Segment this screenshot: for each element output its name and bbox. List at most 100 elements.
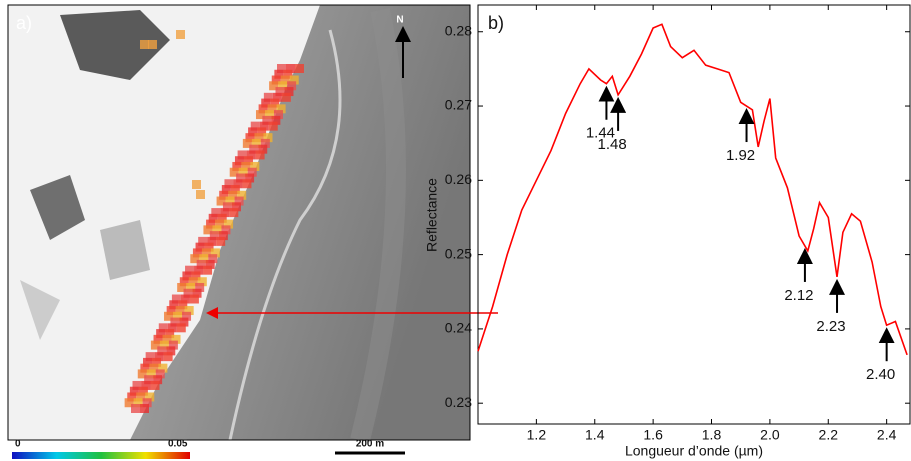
anomaly-pixel xyxy=(124,398,134,408)
north-label: N xyxy=(396,15,403,26)
anomaly-pixel xyxy=(273,110,283,120)
anomaly-pixel xyxy=(153,375,163,385)
anomaly-pixel xyxy=(221,185,231,195)
anomaly-pixel xyxy=(257,127,267,137)
anomaly-pixel xyxy=(262,115,272,125)
anomaly-pixel xyxy=(155,369,165,379)
anomaly-pixel xyxy=(224,179,234,189)
panel-label: b) xyxy=(488,13,504,33)
anomaly-pixel xyxy=(150,380,160,390)
anomaly-pixel xyxy=(258,104,268,114)
anomaly-pixel xyxy=(201,248,211,258)
anomaly-pixel xyxy=(219,190,229,200)
x-tick-label: 2.0 xyxy=(760,427,780,443)
anomaly-pixel xyxy=(259,121,269,131)
anomaly-pixel xyxy=(167,323,177,333)
anomaly-pixel xyxy=(180,294,190,304)
anomaly-pixel xyxy=(166,306,176,316)
anomaly-pixel xyxy=(263,92,273,102)
anomaly-pixel xyxy=(270,98,280,108)
anomaly-pixel xyxy=(250,121,260,131)
anomaly-pixel xyxy=(144,375,154,385)
colorbar-max: 0.05 xyxy=(168,439,188,450)
anomaly-pixel xyxy=(215,219,225,229)
annotation-label: 2.23 xyxy=(816,318,845,335)
anomaly-pixel xyxy=(165,329,175,339)
anomaly-pixel xyxy=(190,254,200,264)
anomaly-pixel xyxy=(245,133,255,143)
annotation-label: 2.12 xyxy=(784,287,813,304)
anomaly-pixel xyxy=(280,75,290,85)
anomaly-pixel xyxy=(132,380,142,390)
colorbar xyxy=(12,452,190,459)
anomaly-pixel xyxy=(268,121,278,131)
anomaly-pixel xyxy=(277,64,286,73)
anomaly-pixel xyxy=(212,225,222,235)
anomaly-pixel xyxy=(173,311,183,321)
anomaly-pixel xyxy=(261,98,271,108)
anomaly-pixel xyxy=(194,265,204,275)
anomaly-pixel xyxy=(295,64,304,73)
y-tick-label: 0.23 xyxy=(445,394,472,410)
anomaly-pixel xyxy=(251,138,261,148)
anomaly-pixel xyxy=(255,110,265,120)
anomaly-pixel xyxy=(255,150,265,160)
anomaly-pixel xyxy=(205,259,215,269)
anomaly-pixel xyxy=(195,282,205,292)
anomaly-pixel xyxy=(237,190,247,200)
anomaly-pixel xyxy=(245,173,255,183)
anomaly-pixel xyxy=(189,294,199,304)
anomaly-pixel xyxy=(289,75,299,85)
anomaly-pixel xyxy=(166,346,176,356)
anomaly-pixel xyxy=(241,161,251,171)
x-tick-label: 2.2 xyxy=(819,427,839,443)
anomaly-pixel xyxy=(231,202,241,212)
anomaly-pixel xyxy=(195,242,205,252)
colorbar-min: 0 xyxy=(15,439,21,450)
y-tick-label: 0.28 xyxy=(445,22,472,38)
y-axis-label: Reflectance xyxy=(424,178,440,252)
anomaly-pixel xyxy=(242,179,252,189)
anomaly-pixel xyxy=(138,386,148,396)
anomaly-pixel xyxy=(275,87,285,97)
anomaly-pixel xyxy=(168,340,178,350)
anomaly-pixel xyxy=(207,236,217,246)
plot-frame xyxy=(477,4,911,425)
anomaly-pixel xyxy=(276,104,286,114)
anomaly-pixel xyxy=(137,369,147,379)
anomaly-pixel xyxy=(216,236,226,246)
x-tick-label: 1.6 xyxy=(643,427,663,443)
y-tick-label: 0.25 xyxy=(445,245,472,261)
anomaly-pixel xyxy=(154,352,164,362)
anomaly-pixel xyxy=(176,30,185,39)
anomaly-pixel xyxy=(198,236,208,246)
anomaly-pixel xyxy=(163,352,173,362)
anomaly-pixel xyxy=(182,311,192,321)
anomaly-pixel xyxy=(179,317,189,327)
anomaly-pixel xyxy=(175,306,185,316)
y-tick-label: 0.24 xyxy=(445,320,472,336)
anomaly-pixel xyxy=(234,156,244,166)
anomaly-pixel xyxy=(234,196,244,206)
anomaly-pixel xyxy=(229,167,239,177)
anomaly-pixel xyxy=(271,75,281,85)
anomaly-pixel xyxy=(148,40,157,49)
y-tick-label: 0.26 xyxy=(445,171,472,187)
anomaly-pixel xyxy=(258,144,268,154)
anomaly-pixel xyxy=(192,248,202,258)
panel-label: a) xyxy=(16,13,32,33)
anomaly-pixel xyxy=(140,404,149,413)
anomaly-pixel xyxy=(287,81,297,91)
annotation-label: 2.40 xyxy=(866,366,895,383)
anomaly-pixel xyxy=(267,104,277,114)
annotation-label: 1.44 xyxy=(586,125,615,142)
anomaly-pixel xyxy=(284,87,294,97)
anomaly-pixel xyxy=(158,323,168,333)
anomaly-pixel xyxy=(238,167,248,177)
anomaly-pixel xyxy=(191,271,201,281)
anomaly-pixel xyxy=(222,202,232,212)
anomaly-pixel xyxy=(208,213,218,223)
anomaly-pixel xyxy=(197,277,207,287)
